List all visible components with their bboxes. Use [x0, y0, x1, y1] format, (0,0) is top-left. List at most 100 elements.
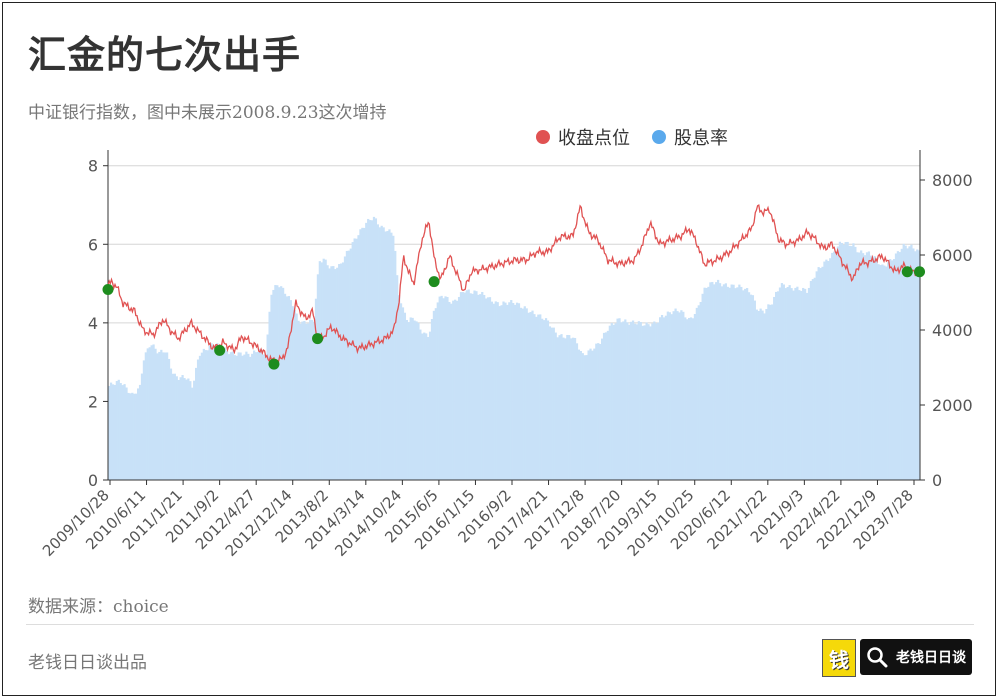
- dividend-yield-bar: [305, 323, 308, 480]
- dividend-yield-bar: [440, 295, 443, 480]
- dividend-yield-bar: [299, 323, 302, 480]
- dividend-yield-bar: [850, 246, 853, 480]
- dividend-yield-bar: [637, 321, 640, 480]
- dividend-yield-bar: [589, 348, 592, 480]
- dividend-yield-bar: [711, 281, 714, 480]
- dividend-yield-bar: [572, 337, 575, 480]
- dividend-yield-bar: [624, 319, 627, 480]
- dividend-yield-bar: [595, 343, 598, 480]
- dividend-yield-bar: [604, 332, 608, 480]
- dividend-yield-bar: [138, 384, 142, 480]
- legend-label-yield: 股息率: [674, 128, 728, 149]
- dividend-yield-bar: [560, 334, 563, 480]
- dividend-yield-bar: [885, 266, 888, 480]
- dividend-yield-bar: [898, 252, 901, 480]
- dividend-yield-bar: [618, 318, 621, 480]
- dividend-yield-bar: [593, 348, 596, 480]
- dividend-yield-bar: [459, 292, 463, 480]
- dividend-yield-bar: [697, 305, 700, 480]
- dividend-yield-bar: [421, 333, 424, 480]
- dividend-yield-bar: [610, 323, 613, 480]
- dividend-yield-bar: [689, 317, 693, 480]
- dividend-yield-bar: [916, 249, 919, 480]
- dividend-yield-bar: [649, 326, 652, 480]
- dividend-yield-bar: [539, 314, 542, 480]
- dividend-yield-bar: [771, 304, 774, 480]
- dividend-yield-bar: [156, 353, 159, 480]
- dividend-yield-bar: [444, 296, 447, 480]
- dividend-yield-bar: [191, 387, 194, 480]
- dividend-yield-bar: [829, 258, 832, 480]
- dividend-yield-bar: [862, 253, 865, 480]
- dividend-yield-bar: [492, 303, 495, 480]
- dividend-yield-bar: [175, 376, 178, 480]
- dividend-yield-bar: [121, 385, 124, 480]
- dividend-yield-bar: [550, 327, 553, 480]
- dividend-yield-bar: [382, 227, 385, 480]
- dividend-yield-bar: [713, 284, 716, 480]
- dividend-yield-bar: [131, 392, 134, 480]
- dividend-yield-bar: [599, 343, 602, 480]
- dividend-yield-bar: [274, 285, 277, 480]
- dividend-yield-bar: [626, 322, 629, 480]
- dividend-yield-bar: [208, 345, 211, 480]
- dividend-yield-bar: [479, 294, 482, 480]
- left-axis-tick-label: 8: [88, 157, 98, 176]
- dividend-yield-bar: [502, 301, 505, 480]
- dividend-yield-bar: [407, 322, 410, 480]
- dividend-yield-bar: [730, 284, 733, 480]
- dividend-yield-bar: [330, 266, 333, 480]
- dividend-yield-bar: [672, 311, 675, 480]
- dividend-yield-bar: [523, 306, 526, 480]
- intervention-marker: [214, 344, 226, 356]
- dividend-yield-bar: [744, 288, 747, 480]
- dividend-yield-bar: [324, 259, 327, 480]
- dividend-yield-bar: [111, 384, 115, 480]
- dividend-yield-bar: [467, 289, 470, 480]
- dividend-yield-bar: [442, 298, 445, 480]
- dividend-yield-bar: [585, 355, 588, 480]
- dividend-yield-bar: [448, 302, 451, 480]
- dividend-yield-bar: [728, 287, 731, 480]
- dividend-yield-bar: [506, 304, 509, 480]
- dividend-yield-bar: [258, 348, 262, 480]
- dividend-yield-bar: [225, 350, 229, 480]
- dividend-yield-bar: [668, 312, 671, 480]
- dividend-yield-bar: [780, 283, 784, 480]
- dividend-yield-bar: [301, 321, 304, 480]
- dividend-yield-bar: [597, 343, 600, 480]
- dividend-yield-bar: [419, 329, 422, 480]
- dividend-yield-bar: [485, 298, 488, 480]
- dividend-yield-bar: [245, 351, 248, 480]
- dividend-yield-bar: [906, 248, 909, 480]
- dividend-yield-bar: [229, 352, 233, 480]
- dividend-yield-bar: [282, 287, 285, 480]
- dividend-yield-bar: [436, 302, 439, 480]
- dividend-yield-bar: [142, 360, 146, 480]
- dividend-yield-bar: [293, 309, 296, 480]
- dividend-yield-bar: [295, 313, 298, 480]
- right-axis-tick-label: 2000: [932, 396, 973, 415]
- dividend-yield-bar: [782, 284, 785, 480]
- dividend-yield-bar: [363, 227, 366, 480]
- dividend-yield-bar: [216, 343, 219, 480]
- dividend-yield-bar: [734, 288, 737, 480]
- dividend-yield-bar: [332, 266, 335, 480]
- dividend-yield-bar: [746, 288, 749, 480]
- dividend-yield-bar: [450, 303, 453, 480]
- dividend-yield-bar: [834, 251, 838, 480]
- dividend-yield-bar: [307, 323, 310, 480]
- dividend-yield-bar: [183, 378, 186, 480]
- legend-item-yield: 股息率: [652, 124, 728, 150]
- brand-badge-glyph: 钱: [829, 647, 849, 672]
- dividend-yield-bar: [891, 260, 894, 480]
- legend-label-close: 收盘点位: [558, 128, 630, 149]
- dividend-yield-bar: [635, 324, 639, 480]
- dividend-yield-bar: [749, 294, 753, 480]
- dividend-yield-bar: [753, 300, 756, 480]
- dividend-yield-bar: [166, 352, 169, 480]
- dividend-yield-bar: [900, 248, 903, 480]
- dividend-yield-bar: [314, 298, 318, 480]
- dividend-yield-bar: [425, 333, 428, 480]
